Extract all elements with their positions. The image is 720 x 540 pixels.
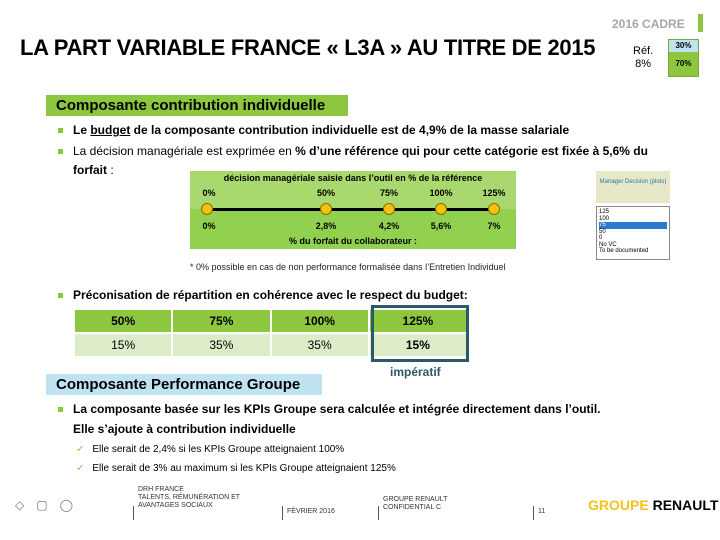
scale-bottom-title: % du forfait du collaborateur : [288, 236, 418, 246]
option[interactable]: 100 [599, 215, 610, 222]
scale-dot [320, 203, 332, 215]
text: TALENTS, RÉMUNÉRATION ET [138, 494, 241, 501]
scale-dot [201, 203, 213, 215]
category-tag: 2016 CADRE [612, 17, 685, 31]
reference-split-box: 30% 70% [668, 39, 699, 77]
bullet-budget: Le budget de la composante contribution … [58, 121, 658, 140]
header-cell: 75% [171, 308, 272, 334]
reference-label: Réf. 8% [633, 45, 653, 71]
scale-top-value: 75% [379, 188, 399, 198]
scale-bottom-value: 0% [202, 221, 216, 231]
text: La décision managériale est exprimée en [73, 144, 296, 158]
imperative-label: impératif [390, 365, 441, 379]
option[interactable]: 0 [599, 235, 603, 241]
tag-accent [698, 14, 703, 32]
text: DRH FRANCE [138, 486, 184, 493]
repartition-table: 50% 75% 100% 125% 15% 35% 35% 15% [72, 308, 469, 358]
scale-dot [435, 203, 447, 215]
scale-dot [488, 203, 500, 215]
cell: 35% [171, 332, 272, 358]
logo-part: RENAULT [652, 497, 719, 513]
scale-top-value: 125% [482, 188, 506, 198]
footer-department: DRH FRANCE TALENTS, RÉMUNÉRATION ET AVANTA… [138, 486, 240, 510]
text: Le [73, 123, 91, 137]
scale-top-value: 0% [202, 188, 216, 198]
bullet-icon [58, 407, 63, 413]
manager-decision-dropdown[interactable]: 125 100 75 50 0 No VC To be documented [596, 206, 670, 260]
text: CONFIDENTIAL C [383, 504, 442, 511]
ref-top: 30% [669, 40, 698, 52]
text: Elle serait de 3% au maximum si les KPIs… [92, 463, 396, 474]
budget-word: budget [90, 123, 131, 137]
imperative-highlight [371, 305, 469, 362]
text: La composante basée sur les KPIs Groupe … [73, 402, 601, 416]
scale-top-value: 50% [316, 188, 336, 198]
scale-bottom-value: 2,8% [315, 221, 337, 231]
header-cell: 125% [367, 308, 469, 334]
text: : [107, 163, 114, 177]
scale-bottom-value: 7% [487, 221, 501, 231]
scale-dot [383, 203, 395, 215]
footnote: * 0% possible en cas de non performance … [190, 262, 506, 272]
page-title: LA PART VARIABLE FRANCE « L3A » AU TITRE… [20, 35, 596, 60]
brand-logos-icon: ◇▢◯ [15, 498, 85, 512]
bullet-kpi-cont: Elle s’ajoute à contribution individuell… [73, 422, 296, 436]
footer-confidential: GROUPE RENAULT CONFIDENTIAL C [383, 496, 447, 512]
bullet-decision: La décision managériale est exprimée en … [58, 142, 658, 180]
table-row: 15% 35% 35% 15% [72, 332, 469, 358]
ref-bottom: 70% [669, 52, 698, 76]
option[interactable]: To be documented [599, 248, 649, 254]
manager-decision-header: Manager Decision (plots) [596, 171, 670, 203]
scale-top-value: 100% [429, 188, 453, 198]
check-icon: ✓ [76, 463, 85, 474]
bullet-icon [58, 293, 63, 299]
cell: 15% [72, 332, 174, 358]
ref-value: 8% [635, 58, 652, 70]
text: GROUPE RENAULT [383, 496, 448, 503]
option[interactable]: 125 [599, 209, 610, 215]
scale-bottom-value: 4,2% [378, 221, 400, 231]
cell: 15% [367, 332, 469, 358]
header-cell: 50% [72, 308, 174, 334]
page-number: 11 [538, 508, 546, 515]
section-header-individual: Composante contribution individuelle [46, 95, 348, 116]
bullet-kpi: La composante basée sur les KPIs Groupe … [58, 400, 601, 419]
cell: 35% [269, 332, 370, 358]
bullet-icon [58, 128, 63, 134]
sub-bullet: ✓ Elle serait de 2,4% si les KPIs Groupe … [76, 444, 344, 455]
text: % d’une référence qui pour cette catégor… [73, 144, 648, 177]
header-cell: 100% [269, 308, 370, 334]
sub-bullet: ✓ Elle serait de 3% au maximum si les KPI… [76, 463, 396, 474]
ref-label: Réf. [633, 45, 654, 57]
check-icon: ✓ [76, 444, 85, 455]
decision-scale: décision managériale saisie dans l’outil… [190, 171, 516, 249]
bullet-icon [58, 149, 63, 155]
scale-line [207, 208, 492, 211]
option-selected[interactable]: 75 [599, 222, 667, 229]
option[interactable]: 50 [599, 228, 606, 235]
footer-date: FÉVRIER 2016 [287, 508, 335, 515]
section-header-group: Composante Performance Groupe [46, 374, 322, 395]
text: Préconisation de répartition en cohérenc… [73, 288, 468, 302]
text: AVANTAGES SOCIAUX [138, 502, 213, 509]
text: Elle serait de 2,4% si les KPIs Groupe a… [92, 444, 345, 455]
scale-top-title: décision managériale saisie dans l’outil… [223, 173, 483, 183]
scale-bottom-value: 5,6% [430, 221, 452, 231]
text: de la composante contribution individuel… [130, 123, 570, 137]
logo-part: GROUPE [588, 497, 653, 513]
groupe-renault-logo: GROUPE RENAULT [588, 497, 718, 513]
option[interactable]: No VC [599, 241, 617, 248]
bullet-repartition: Préconisation de répartition en cohérenc… [58, 286, 468, 305]
table-header-row: 50% 75% 100% 125% [72, 308, 469, 334]
